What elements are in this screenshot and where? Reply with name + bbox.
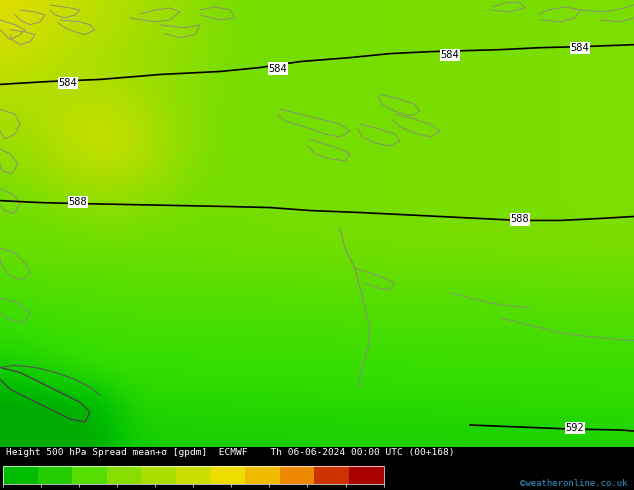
Text: 584: 584 (571, 43, 590, 52)
Text: ©weatheronline.co.uk: ©weatheronline.co.uk (520, 479, 628, 488)
Text: 584: 584 (269, 64, 287, 74)
Text: 584: 584 (441, 49, 460, 60)
Text: 588: 588 (510, 215, 529, 224)
Text: 592: 592 (566, 423, 585, 433)
Text: 584: 584 (58, 78, 77, 88)
Text: Height 500 hPa Spread mean+σ [gpdm]  ECMWF    Th 06-06-2024 00:00 UTC (00+168): Height 500 hPa Spread mean+σ [gpdm] ECMW… (6, 448, 455, 457)
Text: 588: 588 (68, 196, 87, 207)
